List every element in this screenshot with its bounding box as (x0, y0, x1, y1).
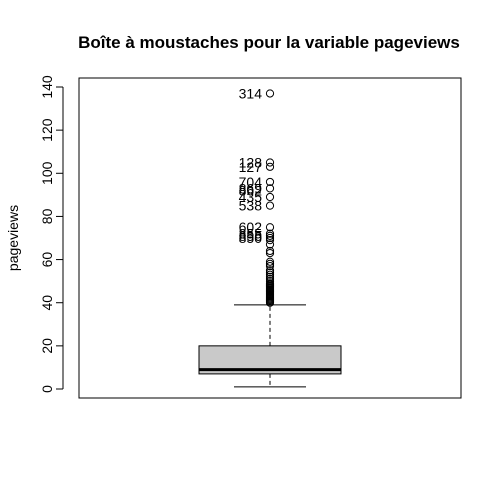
outlier-point (265, 259, 275, 268)
y-tick-label: 120 (39, 118, 55, 142)
outlier-label: 435 (239, 189, 263, 205)
outlier-point (265, 277, 275, 286)
outlier-point (265, 233, 275, 243)
plot-frame (78, 77, 462, 399)
chart-title: Boîte à moustaches pour la variable page… (78, 33, 460, 52)
y-axis-label: pageviews (5, 205, 21, 271)
outlier-point (265, 236, 275, 245)
outlier-point (265, 223, 275, 232)
outlier-label: 856 (239, 228, 263, 244)
outlier-label: 862 (239, 183, 263, 199)
y-tick-label: 80 (39, 208, 55, 224)
outlier-point (265, 240, 275, 249)
outlier-point (265, 266, 275, 275)
outlier-point (265, 162, 275, 171)
outlier-point (265, 270, 275, 279)
outlier-point (265, 231, 275, 240)
y-tick-label: 100 (39, 161, 55, 185)
box-group (198, 304, 342, 388)
outlier-point (265, 257, 275, 266)
outlier-point (265, 184, 275, 193)
y-tick-label: 40 (39, 295, 55, 311)
outlier-label: 128 (239, 155, 263, 171)
y-tick-label: 140 (39, 75, 55, 99)
outlier-point (265, 268, 275, 277)
outlier-point (265, 192, 275, 202)
outlier-point (265, 89, 275, 98)
y-tick-label: 60 (39, 252, 55, 268)
outlier-label: 602 (239, 219, 263, 235)
y-tick-label: 20 (39, 338, 55, 354)
outlier-label: 869 (239, 180, 263, 196)
outlier-point (265, 272, 275, 281)
outlier-point (265, 158, 275, 167)
outlier-point (265, 229, 275, 238)
outlier-label: 704 (239, 174, 263, 190)
outlier-label: 538 (239, 198, 263, 214)
outlier-label: 850 (239, 230, 263, 246)
outlier-point (265, 177, 275, 187)
outlier-point (265, 274, 275, 284)
outlier-point (265, 201, 275, 210)
y-axis: 0 20 40 60 80 100 120 140 (39, 75, 64, 393)
outlier-group (265, 89, 275, 307)
outlier-label: 127 (239, 159, 263, 175)
outlier-point (265, 246, 275, 256)
outlier-point (265, 249, 275, 258)
y-tick-label: 0 (39, 385, 55, 393)
outlier-label: 314 (239, 85, 263, 101)
outlier-point (265, 261, 275, 271)
outlier-point (265, 279, 275, 288)
outlier-label: 855 (239, 226, 263, 242)
